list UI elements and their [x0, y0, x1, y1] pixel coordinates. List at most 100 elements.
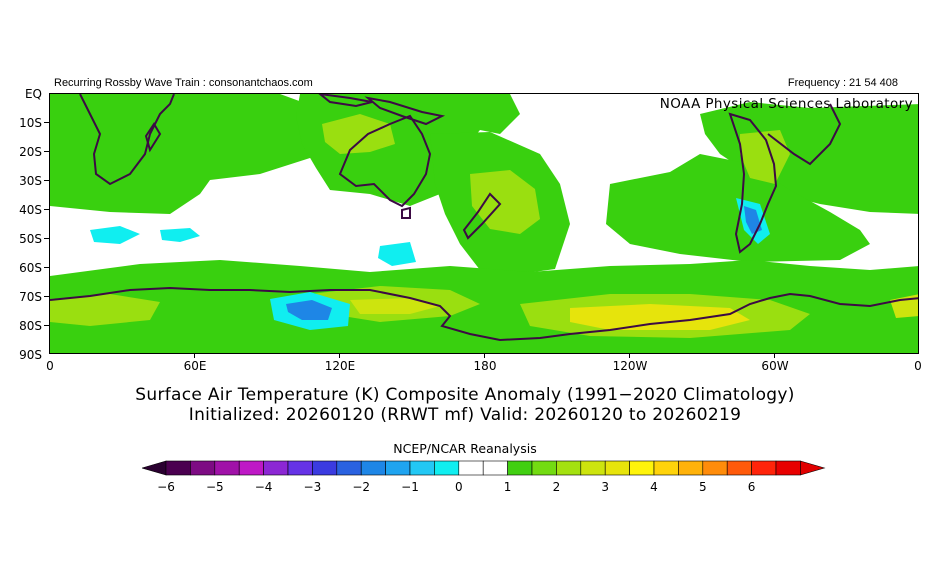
colorbar-swatch	[190, 460, 216, 476]
colorbar-min-arrow	[142, 460, 167, 476]
colorbar-swatch	[775, 460, 801, 476]
y-label-50s: 50S	[19, 232, 42, 246]
anom-yellowgreen-australia	[322, 114, 395, 154]
anom-yellow-antarctica	[570, 304, 750, 330]
colorbar-swatch	[531, 460, 557, 476]
colorbar-label: 0	[454, 480, 463, 494]
colorbar-swatch	[751, 460, 777, 476]
x-label-0: 0	[46, 359, 54, 373]
colorbar-swatch	[238, 460, 264, 476]
y-label-70s: 70S	[19, 290, 42, 304]
anom-cyan-southpac	[378, 242, 416, 266]
y-label-eq: EQ	[24, 87, 42, 101]
colorbar-swatch	[678, 460, 704, 476]
colorbar-swatch	[556, 460, 582, 476]
x-tick	[629, 353, 630, 358]
colorbar-label: 3	[601, 480, 610, 494]
colorbar-swatch	[409, 460, 435, 476]
colorbar-swatch	[580, 460, 606, 476]
y-label-60s: 60S	[19, 261, 42, 275]
map-subtitle: Initialized: 20260120 (RRWT mf) Valid: 2…	[188, 405, 742, 425]
colorbar-swatch	[653, 460, 679, 476]
y-label-80s: 80S	[19, 319, 42, 333]
x-tick	[194, 353, 195, 358]
colorbar-label: 2	[552, 480, 561, 494]
colorbar-label: 6	[747, 480, 756, 494]
colorbar-swatch	[336, 460, 362, 476]
colorbar-swatch	[385, 460, 411, 476]
data-source: NCEP/NCAR Reanalysis	[393, 441, 537, 456]
anom-cyan-indian2	[160, 228, 200, 242]
coast-newzealand	[462, 192, 502, 240]
anom-blue-antarctic	[286, 300, 332, 320]
colorbar-label: −5	[205, 480, 224, 494]
coastlines	[50, 94, 918, 342]
colorbar-swatch	[360, 460, 386, 476]
colorbar-label: 5	[698, 480, 707, 494]
x-label-60e: 60E	[183, 359, 207, 373]
y-label-90s: 90S	[19, 348, 42, 362]
colorbar-swatch	[287, 460, 313, 476]
warm-anomaly-layer	[50, 94, 918, 353]
anom-yellow-antarctica2	[350, 298, 440, 314]
colorbar	[142, 460, 826, 476]
y-label-30s: 30S	[19, 174, 42, 188]
coast-antarctica	[50, 286, 918, 342]
colorbar-label: −2	[352, 480, 371, 494]
colorbar-swatch	[604, 460, 630, 476]
colorbar-swatch	[507, 460, 533, 476]
y-label-40s: 40S	[19, 203, 42, 217]
lab-credit: NOAA Physical Sciences Laboratory	[659, 96, 913, 112]
coast-samerica	[728, 112, 778, 254]
anomaly-map-svg	[50, 94, 918, 353]
x-tick	[339, 353, 340, 358]
coast-tasmania	[401, 206, 411, 219]
colorbar-label: −6	[157, 480, 175, 494]
anom-cyan-indian1	[90, 226, 140, 244]
y-tick	[44, 267, 49, 268]
colorbar-label: −3	[303, 480, 322, 494]
anomaly-map: NOAA Physical Sciences Laboratory	[49, 93, 919, 354]
map-title: Surface Air Temperature (K) Composite An…	[135, 385, 795, 405]
anom-green-samerica	[700, 102, 918, 214]
anom-yellowgreen-wedge	[50, 294, 160, 326]
x-label-60w: 60W	[761, 359, 789, 373]
colorbar-swatch	[726, 460, 752, 476]
x-tick	[484, 353, 485, 358]
x-label-0-end: 0	[914, 359, 922, 373]
y-label-10s: 10S	[19, 116, 42, 130]
colorbar-swatch	[263, 460, 289, 476]
coast-samerica-east	[767, 103, 842, 166]
anom-green-seapacific	[606, 154, 870, 262]
colorbar-swatch	[312, 460, 338, 476]
coast-africa	[79, 94, 175, 186]
colorbar-label: 1	[503, 480, 512, 494]
x-label-180: 180	[473, 359, 497, 373]
anom-yellowgreen-samerica	[740, 130, 790, 184]
header-frequency-text: Frequency : 21 54 408	[787, 77, 898, 89]
colorbar-swatch	[702, 460, 728, 476]
y-tick	[44, 325, 49, 326]
y-label-20s: 20S	[19, 145, 42, 159]
y-tick	[44, 296, 49, 297]
colorbar-swatch	[165, 460, 191, 476]
y-tick	[44, 209, 49, 210]
x-tick	[774, 353, 775, 358]
coast-newguinea	[364, 96, 446, 126]
header-left-text: Recurring Rossby Wave Train : consonantc…	[54, 77, 313, 89]
colorbar-label: −1	[401, 480, 419, 494]
cold-anomaly-layer	[90, 198, 770, 330]
colorbar-swatch	[434, 460, 460, 476]
x-label-120e: 120E	[324, 359, 356, 373]
colorbar-swatch	[458, 460, 484, 476]
y-tick	[44, 151, 49, 152]
colorbar-label: −4	[254, 480, 273, 494]
coast-seasia	[318, 94, 373, 108]
colorbar-swatch	[482, 460, 508, 476]
x-label-120w: 120W	[612, 359, 648, 373]
colorbar-max-arrow	[800, 460, 826, 476]
colorbar-label: 4	[650, 480, 658, 494]
colorbar-swatch	[629, 460, 655, 476]
coast-madagascar	[144, 122, 162, 153]
y-tick	[44, 238, 49, 239]
